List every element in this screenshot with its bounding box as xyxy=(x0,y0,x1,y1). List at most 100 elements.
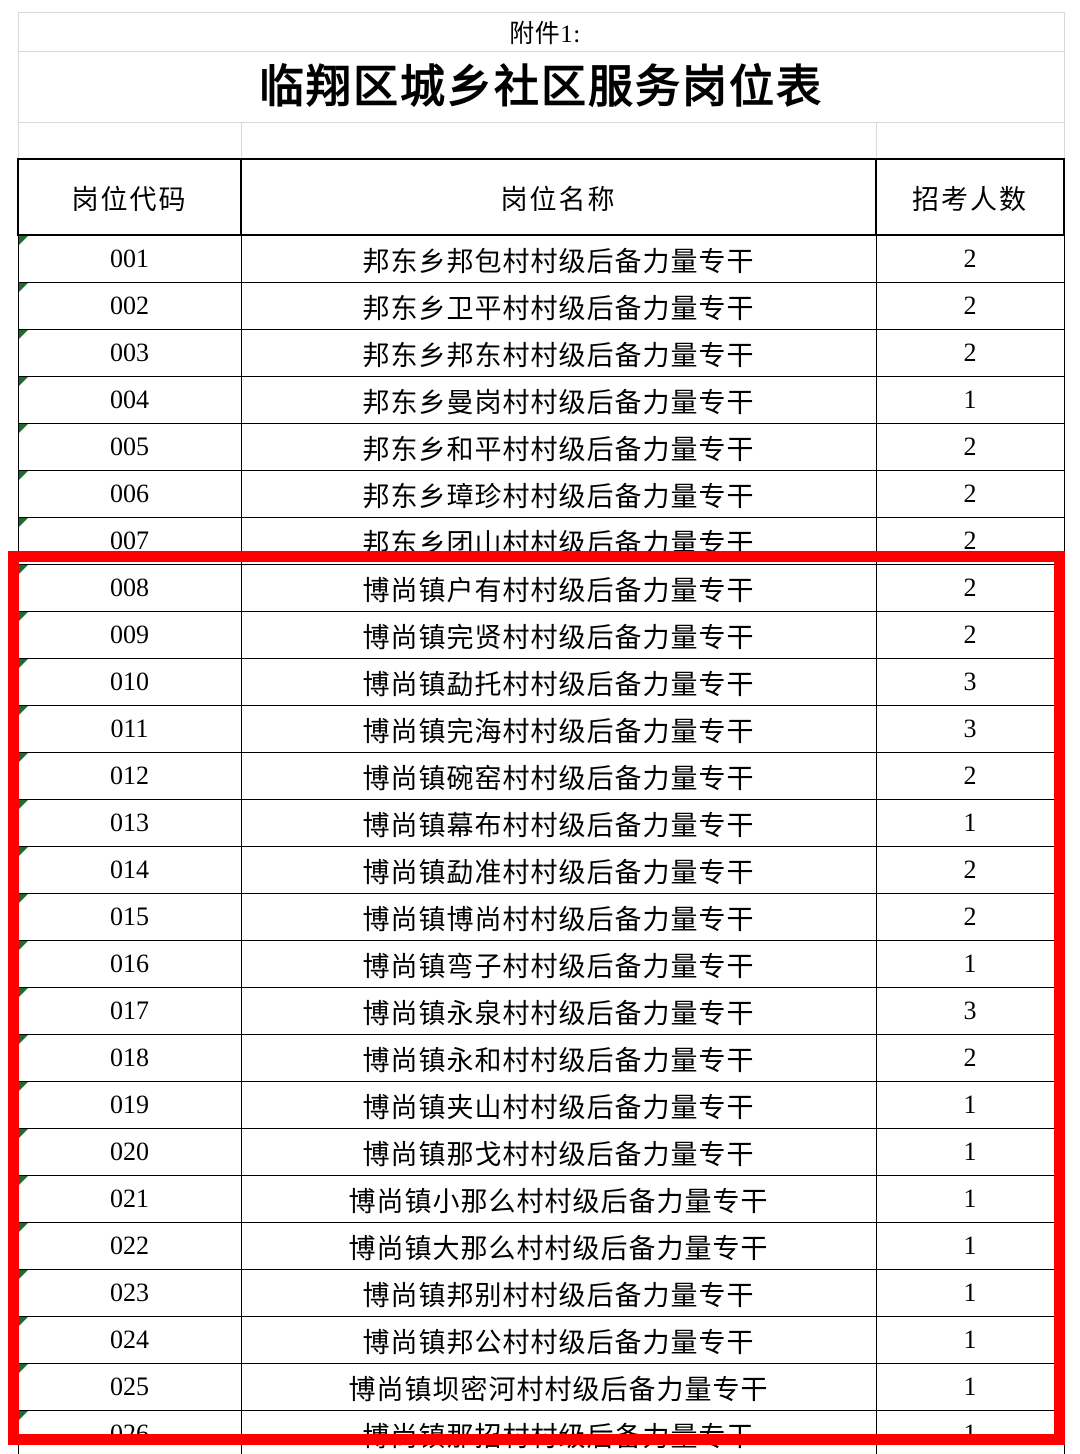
table-row[interactable]: 021 博尚镇小那么村村级后备力量专干 1 xyxy=(17,1175,1065,1223)
cell-recruit-count[interactable]: 1 xyxy=(875,1410,1065,1454)
cell-position-code[interactable]: 015 xyxy=(17,893,242,941)
table-row[interactable]: 006 邦东乡璋珍村村级后备力量专干 2 xyxy=(17,470,1065,518)
table-row[interactable]: 002 邦东乡卫平村村级后备力量专干 2 xyxy=(17,282,1065,330)
cell-position-name[interactable]: 邦东乡曼岗村村级后备力量专干 xyxy=(240,376,877,424)
table-row[interactable]: 019 博尚镇夹山村村级后备力量专干 1 xyxy=(17,1081,1065,1129)
cell-position-code[interactable]: 020 xyxy=(17,1128,242,1176)
cell-position-code[interactable]: 018 xyxy=(17,1034,242,1082)
table-row[interactable]: 011 博尚镇完海村村级后备力量专干 3 xyxy=(17,705,1065,753)
table-row[interactable]: 009 博尚镇完贤村村级后备力量专干 2 xyxy=(17,611,1065,659)
cell-recruit-count[interactable]: 2 xyxy=(875,1034,1065,1082)
cell-recruit-count[interactable]: 2 xyxy=(875,470,1065,518)
cell-recruit-count[interactable]: 2 xyxy=(875,282,1065,330)
cell-position-code[interactable]: 008 xyxy=(17,564,242,612)
cell-recruit-count[interactable]: 2 xyxy=(875,752,1065,800)
cell-position-name[interactable]: 邦东乡邦东村村级后备力量专干 xyxy=(240,329,877,377)
cell-position-code[interactable]: 010 xyxy=(17,658,242,706)
table-row[interactable]: 026 博尚镇那招村村级后备力量专干 1 xyxy=(17,1410,1065,1454)
cell-position-name[interactable]: 博尚镇完海村村级后备力量专干 xyxy=(240,705,877,753)
table-row[interactable]: 024 博尚镇邦公村村级后备力量专干 1 xyxy=(17,1316,1065,1364)
cell-position-code[interactable]: 006 xyxy=(17,470,242,518)
cell-position-name[interactable]: 博尚镇博尚村村级后备力量专干 xyxy=(240,893,877,941)
cell-position-name[interactable]: 博尚镇坝密河村村级后备力量专干 xyxy=(240,1363,877,1411)
cell-recruit-count[interactable]: 1 xyxy=(875,1175,1065,1223)
cell-recruit-count[interactable]: 1 xyxy=(875,1269,1065,1317)
cell-position-name[interactable]: 博尚镇小那么村村级后备力量专干 xyxy=(240,1175,877,1223)
cell-recruit-count[interactable]: 1 xyxy=(875,799,1065,847)
cell-recruit-count[interactable]: 2 xyxy=(875,611,1065,659)
cell-recruit-count[interactable]: 1 xyxy=(875,1081,1065,1129)
cell-recruit-count[interactable]: 1 xyxy=(875,376,1065,424)
cell-recruit-count[interactable]: 1 xyxy=(875,1222,1065,1270)
table-row[interactable]: 001 邦东乡邦包村村级后备力量专干 2 xyxy=(17,234,1065,283)
table-row[interactable]: 022 博尚镇大那么村村级后备力量专干 1 xyxy=(17,1222,1065,1270)
table-row[interactable]: 018 博尚镇永和村村级后备力量专干 2 xyxy=(17,1034,1065,1082)
table-row[interactable]: 023 博尚镇邦别村村级后备力量专干 1 xyxy=(17,1269,1065,1317)
cell-position-code[interactable]: 013 xyxy=(17,799,242,847)
table-row[interactable]: 004 邦东乡曼岗村村级后备力量专干 1 xyxy=(17,376,1065,424)
cell-position-code[interactable]: 003 xyxy=(17,329,242,377)
cell-position-name[interactable]: 博尚镇弯子村村级后备力量专干 xyxy=(240,940,877,988)
table-row[interactable]: 020 博尚镇那戈村村级后备力量专干 1 xyxy=(17,1128,1065,1176)
cell-position-code[interactable]: 024 xyxy=(17,1316,242,1364)
table-row[interactable]: 013 博尚镇幕布村村级后备力量专干 1 xyxy=(17,799,1065,847)
cell-position-name[interactable]: 博尚镇幕布村村级后备力量专干 xyxy=(240,799,877,847)
cell-position-name[interactable]: 邦东乡邦包村村级后备力量专干 xyxy=(240,234,877,283)
cell-position-code[interactable]: 021 xyxy=(17,1175,242,1223)
cell-position-name[interactable]: 博尚镇那戈村村级后备力量专干 xyxy=(240,1128,877,1176)
table-row[interactable]: 007 邦东乡团山村村级后备力量专干 2 xyxy=(17,517,1065,565)
cell-position-name[interactable]: 博尚镇邦公村村级后备力量专干 xyxy=(240,1316,877,1364)
cell-position-name[interactable]: 邦东乡和平村村级后备力量专干 xyxy=(240,423,877,471)
cell-position-code[interactable]: 007 xyxy=(17,517,242,565)
cell-position-code[interactable]: 017 xyxy=(17,987,242,1035)
cell-recruit-count[interactable]: 2 xyxy=(875,329,1065,377)
cell-position-name[interactable]: 博尚镇大那么村村级后备力量专干 xyxy=(240,1222,877,1270)
cell-position-code[interactable]: 002 xyxy=(17,282,242,330)
cell-position-code[interactable]: 011 xyxy=(17,705,242,753)
cell-recruit-count[interactable]: 1 xyxy=(875,1316,1065,1364)
cell-position-name[interactable]: 博尚镇永泉村村级后备力量专干 xyxy=(240,987,877,1035)
cell-position-code[interactable]: 025 xyxy=(17,1363,242,1411)
cell-recruit-count[interactable]: 3 xyxy=(875,705,1065,753)
cell-position-name[interactable]: 邦东乡团山村村级后备力量专干 xyxy=(240,517,877,565)
cell-position-name[interactable]: 博尚镇邦别村村级后备力量专干 xyxy=(240,1269,877,1317)
cell-position-code[interactable]: 009 xyxy=(17,611,242,659)
cell-position-code[interactable]: 022 xyxy=(17,1222,242,1270)
cell-recruit-count[interactable]: 2 xyxy=(875,564,1065,612)
cell-position-name[interactable]: 博尚镇那招村村级后备力量专干 xyxy=(240,1410,877,1454)
cell-position-code[interactable]: 026 xyxy=(17,1410,242,1454)
cell-position-name[interactable]: 博尚镇完贤村村级后备力量专干 xyxy=(240,611,877,659)
cell-recruit-count[interactable]: 1 xyxy=(875,1363,1065,1411)
table-row[interactable]: 016 博尚镇弯子村村级后备力量专干 1 xyxy=(17,940,1065,988)
cell-position-name[interactable]: 邦东乡璋珍村村级后备力量专干 xyxy=(240,470,877,518)
table-row[interactable]: 014 博尚镇勐准村村级后备力量专干 2 xyxy=(17,846,1065,894)
cell-position-code[interactable]: 023 xyxy=(17,1269,242,1317)
cell-position-code[interactable]: 016 xyxy=(17,940,242,988)
cell-recruit-count[interactable]: 2 xyxy=(875,234,1065,283)
table-row[interactable]: 015 博尚镇博尚村村级后备力量专干 2 xyxy=(17,893,1065,941)
cell-position-name[interactable]: 博尚镇碗窑村村级后备力量专干 xyxy=(240,752,877,800)
cell-position-code[interactable]: 012 xyxy=(17,752,242,800)
cell-position-code[interactable]: 001 xyxy=(17,234,242,283)
cell-position-name[interactable]: 博尚镇夹山村村级后备力量专干 xyxy=(240,1081,877,1129)
cell-recruit-count[interactable]: 2 xyxy=(875,423,1065,471)
cell-recruit-count[interactable]: 3 xyxy=(875,987,1065,1035)
cell-recruit-count[interactable]: 2 xyxy=(875,893,1065,941)
cell-position-name[interactable]: 博尚镇户有村村级后备力量专干 xyxy=(240,564,877,612)
table-row[interactable]: 010 博尚镇勐托村村级后备力量专干 3 xyxy=(17,658,1065,706)
table-row[interactable]: 012 博尚镇碗窑村村级后备力量专干 2 xyxy=(17,752,1065,800)
cell-position-name[interactable]: 邦东乡卫平村村级后备力量专干 xyxy=(240,282,877,330)
cell-recruit-count[interactable]: 3 xyxy=(875,658,1065,706)
cell-position-code[interactable]: 019 xyxy=(17,1081,242,1129)
cell-position-name[interactable]: 博尚镇永和村村级后备力量专干 xyxy=(240,1034,877,1082)
cell-recruit-count[interactable]: 2 xyxy=(875,846,1065,894)
table-row[interactable]: 008 博尚镇户有村村级后备力量专干 2 xyxy=(17,564,1065,612)
table-row[interactable]: 025 博尚镇坝密河村村级后备力量专干 1 xyxy=(17,1363,1065,1411)
table-row[interactable]: 005 邦东乡和平村村级后备力量专干 2 xyxy=(17,423,1065,471)
cell-recruit-count[interactable]: 1 xyxy=(875,940,1065,988)
table-row[interactable]: 003 邦东乡邦东村村级后备力量专干 2 xyxy=(17,329,1065,377)
cell-recruit-count[interactable]: 1 xyxy=(875,1128,1065,1176)
cell-position-code[interactable]: 005 xyxy=(17,423,242,471)
cell-position-name[interactable]: 博尚镇勐准村村级后备力量专干 xyxy=(240,846,877,894)
cell-position-code[interactable]: 004 xyxy=(17,376,242,424)
